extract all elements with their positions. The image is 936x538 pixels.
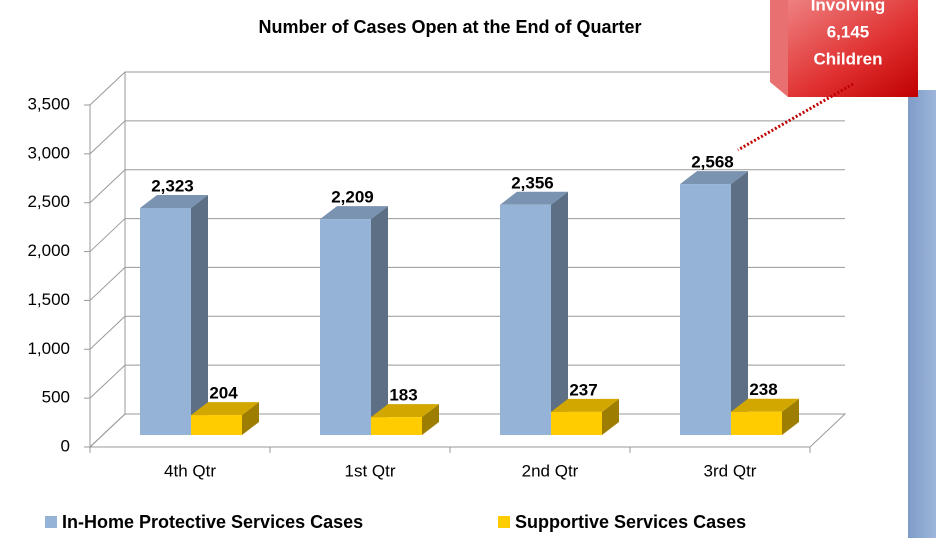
grid-line xyxy=(89,169,845,204)
legend-swatch xyxy=(498,516,510,528)
bar-top xyxy=(140,195,208,209)
bar-top xyxy=(500,191,568,205)
bar-side xyxy=(422,404,439,435)
grid-line xyxy=(89,266,845,301)
bar xyxy=(500,204,551,435)
data-label: 2,568 xyxy=(691,153,734,172)
bar xyxy=(731,411,782,435)
bar-top xyxy=(191,402,259,416)
grid-line xyxy=(89,120,845,155)
y-tick-label: 0 xyxy=(61,436,70,455)
bar-top xyxy=(551,398,619,412)
bar xyxy=(371,417,422,435)
x-tick-label: 3rd Qtr xyxy=(704,461,757,480)
bar xyxy=(320,219,371,435)
bar-top xyxy=(320,206,388,220)
x-tick-label: 2nd Qtr xyxy=(522,461,579,480)
data-label: 2,356 xyxy=(511,173,554,192)
bar xyxy=(551,411,602,435)
bar xyxy=(191,415,242,435)
callout-edge xyxy=(770,0,788,97)
callout-box xyxy=(770,0,918,97)
data-label: 2,209 xyxy=(331,188,374,207)
bar-top xyxy=(371,404,439,418)
callout-text: Involving xyxy=(811,0,886,14)
bar-side xyxy=(731,171,748,436)
bar-side xyxy=(242,402,259,435)
data-label: 204 xyxy=(209,384,238,403)
y-tick-label: 2,500 xyxy=(27,192,70,211)
legend-label: Supportive Services Cases xyxy=(515,512,746,532)
y-tick-label: 500 xyxy=(42,388,70,407)
grid-line xyxy=(89,315,845,350)
y-tick-label: 3,000 xyxy=(27,143,70,162)
data-label: 2,323 xyxy=(151,176,194,195)
bar-side xyxy=(551,191,568,435)
y-tick-label: 3,500 xyxy=(27,94,70,113)
grid-line xyxy=(89,71,845,106)
bar xyxy=(140,208,191,435)
callout-text: 6,145 xyxy=(827,22,870,41)
bar-side xyxy=(191,195,208,435)
legend-label: In-Home Protective Services Cases xyxy=(62,512,363,532)
x-tick-label: 4th Qtr xyxy=(164,461,216,480)
grid-line xyxy=(89,218,845,252)
grid-line xyxy=(89,364,845,399)
data-label: 237 xyxy=(569,380,597,399)
y-tick-label: 1,500 xyxy=(27,290,70,309)
bar-side xyxy=(371,206,388,435)
data-label: 183 xyxy=(389,386,417,405)
bar-top xyxy=(731,398,799,412)
bar-side xyxy=(782,398,799,435)
x-tick-label: 1st Qtr xyxy=(344,461,395,480)
y-tick-label: 2,000 xyxy=(27,241,70,260)
bar xyxy=(680,184,731,435)
legend-swatch xyxy=(45,516,57,528)
side-strip xyxy=(908,90,936,538)
y-tick-label: 1,000 xyxy=(27,339,70,358)
chart-title: Number of Cases Open at the End of Quart… xyxy=(258,17,641,37)
bar-top xyxy=(680,171,748,185)
bar-side xyxy=(602,398,619,435)
callout-text: Children xyxy=(814,49,883,68)
data-label: 238 xyxy=(749,380,777,399)
